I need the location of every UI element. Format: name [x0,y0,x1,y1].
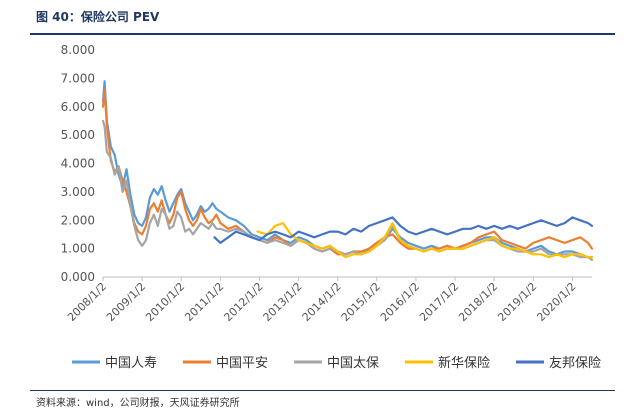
y-tick-label: 4.000 [61,157,95,171]
legend-label: 中国平安 [216,356,268,371]
x-tick-label: 2014/1/2 [300,280,344,324]
x-tick-label: 2011/1/2 [182,280,226,324]
x-tick-label: 2015/1/2 [339,280,383,324]
x-tick-label: 2016/1/2 [378,280,422,324]
legend-label: 中国人寿 [105,356,157,371]
x-tick-label: 2020/1/2 [534,280,578,324]
legend-label: 友邦保险 [549,355,601,371]
x-tick-label: 2008/1/2 [65,280,109,324]
y-tick-label: 3.000 [61,185,95,199]
y-tick-label: 2.000 [61,213,95,227]
series-layer [101,80,594,262]
y-tick-label: 8.000 [61,43,95,57]
x-tick-label: 2010/1/2 [143,280,187,324]
y-tick-label: 0.000 [61,270,95,284]
x-tick-label: 2009/1/2 [104,280,148,324]
x-tick-label: 2012/1/2 [221,280,265,324]
series-line-4 [213,216,594,244]
y-tick-label: 7.000 [61,71,95,85]
figure-title: 图 40：保险公司 PEV [36,10,160,24]
series-line-3 [256,222,594,259]
x-axis: 2008/1/22009/1/22010/1/22011/1/22012/1/2… [65,276,592,324]
series-line-0 [101,80,594,259]
footer-divider [30,390,615,391]
y-tick-label: 1.000 [61,242,95,256]
figure-header: 图 40：保险公司 PEV [0,0,642,36]
y-tick-label: 6.000 [61,100,95,114]
legend-label: 新华保险 [438,355,490,371]
series-line-2 [101,119,594,262]
y-tick-label: 5.000 [61,128,95,142]
x-tick-label: 2017/1/2 [417,280,461,324]
y-axis: 0.000 1.000 2.000 3.000 4.000 5.000 6.000 7.000… [61,43,95,284]
legend: 中国人寿 中国平安 中国太保 新华保险 友邦保险 [72,355,601,371]
legend-label: 中国太保 [327,356,379,371]
source-note: 资料来源：wind，公司财报，天风证券研究所 [36,398,240,409]
title-divider [30,33,615,35]
series-line-1 [101,88,594,256]
x-tick-label: 2018/1/2 [456,280,500,324]
x-tick-label: 2013/1/2 [261,280,305,324]
x-tick-label: 2019/1/2 [495,280,539,324]
